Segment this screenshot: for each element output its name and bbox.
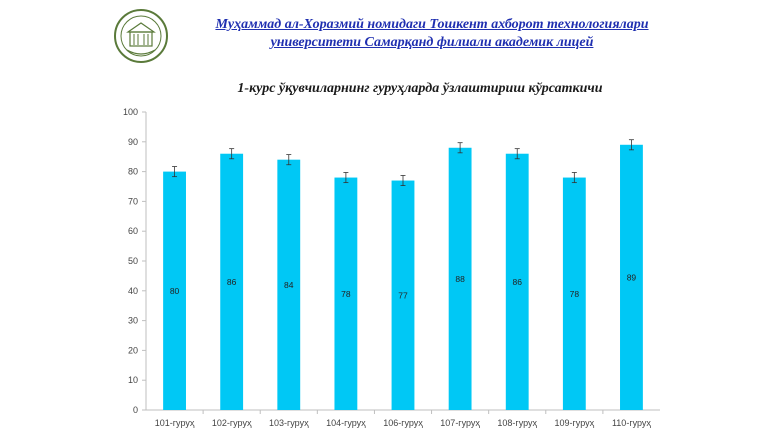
header-title: Муҳаммад ал-Хоразмий номидаги Тошкент ах…	[182, 16, 682, 52]
chart-title: 1-курс ўқувчиларнинг гуруҳларда ўзлаштир…	[237, 81, 603, 96]
university-emblem-icon	[114, 9, 168, 63]
y-tick-label: 20	[128, 345, 138, 355]
data-label: 78	[341, 289, 351, 299]
y-tick-label: 40	[128, 286, 138, 296]
y-tick-label: 100	[123, 107, 138, 117]
y-tick-label: 30	[128, 316, 138, 326]
bar	[448, 147, 472, 410]
bar	[620, 144, 643, 410]
data-label: 86	[227, 277, 237, 287]
y-tick-label: 70	[128, 196, 138, 206]
x-tick-label: 110-гуруҳ	[612, 418, 651, 428]
y-tick-label: 10	[128, 375, 138, 385]
data-label: 88	[455, 274, 465, 284]
bar	[163, 171, 186, 410]
x-tick-label: 109-гуруҳ	[555, 418, 595, 428]
x-tick-label: 106-гуруҳ	[383, 418, 423, 428]
y-tick-label: 80	[128, 167, 138, 177]
data-label: 80	[170, 286, 180, 296]
x-tick-label: 101-гуруҳ	[155, 418, 195, 428]
x-tick-label: 107-гуруҳ	[440, 418, 480, 428]
bar	[505, 153, 529, 410]
bar	[220, 153, 244, 410]
data-label: 84	[284, 280, 294, 290]
bar	[562, 177, 586, 410]
y-tick-label: 60	[128, 226, 138, 236]
y-tick-label: 90	[128, 137, 138, 147]
x-tick-label: 104-гуруҳ	[326, 418, 366, 428]
header-title-line1: Муҳаммад ал-Хоразмий номидаги Тошкент ах…	[215, 17, 649, 32]
bar	[391, 180, 415, 410]
x-tick-label: 103-гуруҳ	[269, 418, 309, 428]
x-tick-label: 108-гуруҳ	[497, 418, 537, 428]
y-tick-label: 50	[128, 256, 138, 266]
y-tick-label: 0	[133, 405, 138, 415]
bar	[334, 177, 358, 410]
data-label: 86	[512, 277, 522, 287]
data-label: 78	[570, 289, 580, 299]
x-tick-label: 102-гуруҳ	[212, 418, 252, 428]
data-label: 77	[398, 290, 408, 300]
bar	[277, 159, 301, 410]
data-label: 89	[627, 272, 637, 282]
header-title-line2: университети Самарқанд филиали академик …	[270, 35, 594, 50]
